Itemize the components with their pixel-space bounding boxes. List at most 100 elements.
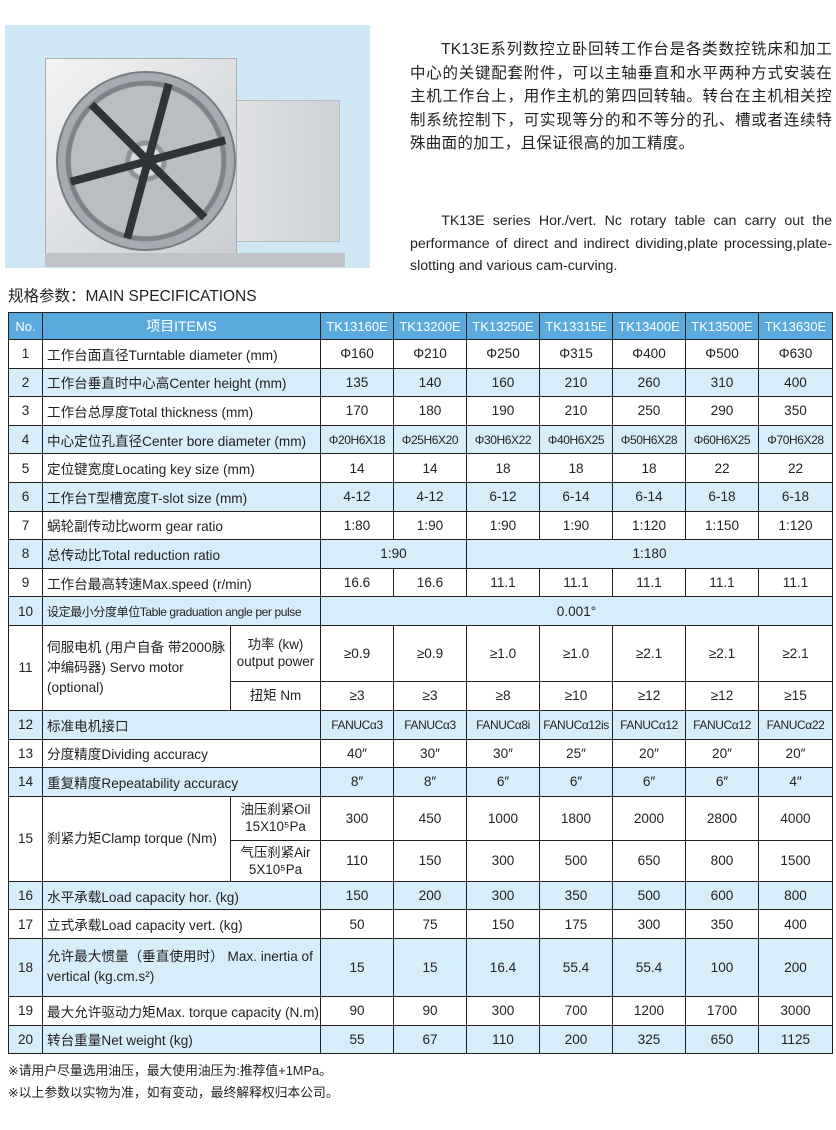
value-cell: ≥1.0 bbox=[539, 624, 613, 682]
subrow-label: 扭矩 Nm bbox=[230, 680, 321, 711]
value-cell: Φ160 bbox=[320, 339, 394, 369]
row-label: 定位键宽度Locating key size (mm) bbox=[42, 453, 321, 483]
value-cell: 18 bbox=[466, 453, 540, 483]
value-cell: 11.1 bbox=[612, 567, 686, 598]
value-cell: 75 bbox=[393, 909, 467, 939]
value-cell: ≥12 bbox=[612, 680, 686, 711]
header-no: No. bbox=[8, 312, 43, 340]
value-cell: FANUCα12 bbox=[685, 709, 759, 740]
table-row: 15 刹紧力矩Clamp torque (Nm) 油压刹紧Oil 15X10⁵Pa 3… bbox=[8, 795, 833, 882]
row-number: 6 bbox=[8, 481, 43, 512]
value-cell: Φ40H6X25 bbox=[539, 424, 613, 455]
value-cell: 6″ bbox=[685, 767, 759, 797]
table-row: 14 重复精度Repeatability accuracy 8″ 8″ 6″ 6″ 6″ 6″… bbox=[8, 767, 833, 797]
value-cell: 350 bbox=[685, 909, 759, 939]
row-label: 重复精度Repeatability accuracy bbox=[42, 767, 321, 797]
value-cell: ≥12 bbox=[685, 680, 759, 711]
value-cell: Φ30H6X22 bbox=[466, 424, 540, 455]
value-cell: ≥15 bbox=[758, 680, 833, 711]
row-label: 工作台T型槽宽度T-slot size (mm) bbox=[42, 481, 321, 512]
row-label: 立式承载Load capacity vert. (kg) bbox=[42, 909, 321, 939]
value-cell: 200 bbox=[539, 1024, 613, 1055]
value-cell: 200 bbox=[393, 880, 467, 911]
value-cell: 325 bbox=[612, 1024, 686, 1055]
value-cell: 210 bbox=[539, 367, 613, 398]
row-label: 最大允许驱动力矩Max. torque capacity (N.m) bbox=[42, 995, 321, 1026]
value-cell: Φ20H6X18 bbox=[320, 424, 394, 455]
row-label: 设定最小分度单位Table graduation angle per pulse bbox=[42, 596, 321, 626]
value-cell: 20″ bbox=[685, 738, 759, 769]
value-cell: 6″ bbox=[539, 767, 613, 797]
value-cell: 90 bbox=[393, 995, 467, 1026]
value-cell: 30″ bbox=[466, 738, 540, 769]
value-cell: 22 bbox=[685, 453, 759, 483]
table-row: 9 工作台最高转速Max.speed (r/min) 16.6 16.6 11.1 11.… bbox=[8, 567, 833, 598]
value-cell: 6″ bbox=[466, 767, 540, 797]
table-row: 10 设定最小分度单位Table graduation angle per pul… bbox=[8, 596, 833, 626]
value-cell: 6-14 bbox=[612, 481, 686, 512]
value-cell: FANUCα8i bbox=[466, 709, 540, 740]
table-row: 20 转台重量Net weight (kg) 55 67 110 200 325 650 112… bbox=[8, 1024, 833, 1055]
value-cell: 4000 bbox=[758, 795, 833, 841]
value-cell: 55.4 bbox=[612, 937, 686, 997]
t-slot bbox=[69, 157, 150, 186]
value-cell: 290 bbox=[685, 396, 759, 426]
value-cell: 450 bbox=[393, 795, 467, 841]
value-cell: 1800 bbox=[539, 795, 613, 841]
value-cell: 16.6 bbox=[393, 567, 467, 598]
value-cell: 650 bbox=[685, 1024, 759, 1055]
value-cell: 1:90 bbox=[539, 510, 613, 541]
value-cell: 1:150 bbox=[685, 510, 759, 541]
row-label: 分度精度Dividing accuracy bbox=[42, 738, 321, 769]
value-cell: 1700 bbox=[685, 995, 759, 1026]
table-row: 12 标准电机接口 FANUCα3 FANUCα3 FANUCα8i FANUCα12is… bbox=[8, 709, 833, 740]
row-number: 8 bbox=[8, 539, 43, 569]
table-row: 8 总传动比Total reduction ratio 1:90 1:180 bbox=[8, 539, 833, 569]
row-number: 17 bbox=[8, 909, 43, 939]
value-cell: 30″ bbox=[393, 738, 467, 769]
row-label: 工作台最高转速Max.speed (r/min) bbox=[42, 567, 321, 598]
value-cell: Φ70H6X28 bbox=[758, 424, 833, 455]
note-1: ※请用户尽量选用油压，最大使用油压为:推荐值+1MPa。 bbox=[8, 1063, 332, 1078]
row-label: 中心定位孔直径Center bore diameter (mm) bbox=[42, 424, 321, 455]
row-number: 9 bbox=[8, 567, 43, 598]
turntable-face bbox=[56, 71, 236, 251]
value-cell: Φ60H6X25 bbox=[685, 424, 759, 455]
row-number: 1 bbox=[8, 339, 43, 369]
row-number: 15 bbox=[8, 795, 43, 882]
header-row: No. 项目ITEMS TK13160E TK13200E TK13250E TK1331… bbox=[8, 312, 833, 340]
value-cell: 1000 bbox=[466, 795, 540, 841]
row-number: 16 bbox=[8, 880, 43, 911]
table-row: 1 工作台面直径Turntable diameter (mm) Φ160 Φ210 Φ2… bbox=[8, 339, 833, 369]
table-row: 2 工作台垂直时中心高Center height (mm) 135 140 160 210… bbox=[8, 367, 833, 398]
value-cell: 50 bbox=[320, 909, 394, 939]
row-label: 蜗轮副传动比worm gear ratio bbox=[42, 510, 321, 541]
value-cell: 300 bbox=[466, 880, 540, 911]
value-cell: 90 bbox=[320, 995, 394, 1026]
value-cell: Φ25H6X20 bbox=[393, 424, 467, 455]
value-cell: 4-12 bbox=[393, 481, 467, 512]
row-label: 标准电机接口 bbox=[42, 709, 321, 740]
value-cell: 135 bbox=[320, 367, 394, 398]
value-cell: 14 bbox=[393, 453, 467, 483]
row-label: 伺服电机 (用户自备 带2000脉冲编码器) Servo motor (opti… bbox=[42, 624, 231, 711]
value-cell: ≥10 bbox=[539, 680, 613, 711]
value-cell: 180 bbox=[393, 396, 467, 426]
value-cell: 6-18 bbox=[685, 481, 759, 512]
value-cell: 14 bbox=[320, 453, 394, 483]
value-cell: 1:90 bbox=[320, 539, 467, 569]
t-slot bbox=[145, 158, 208, 221]
value-cell: FANUCα3 bbox=[393, 709, 467, 740]
header-model: TK13315E bbox=[539, 312, 613, 340]
value-cell: 4″ bbox=[758, 767, 833, 797]
table-row: 4 中心定位孔直径Center bore diameter (mm) Φ20H6X1… bbox=[8, 424, 833, 455]
subrow-label: 功率 (kw) output power bbox=[230, 624, 321, 682]
subrow-label: 油压刹紧Oil 15X10⁵Pa bbox=[230, 795, 321, 841]
row-number: 20 bbox=[8, 1024, 43, 1055]
value-cell: 800 bbox=[685, 839, 759, 882]
value-cell: 700 bbox=[539, 995, 613, 1026]
row-label: 工作台垂直时中心高Center height (mm) bbox=[42, 367, 321, 398]
value-cell: 150 bbox=[466, 909, 540, 939]
value-cell: 11.1 bbox=[758, 567, 833, 598]
